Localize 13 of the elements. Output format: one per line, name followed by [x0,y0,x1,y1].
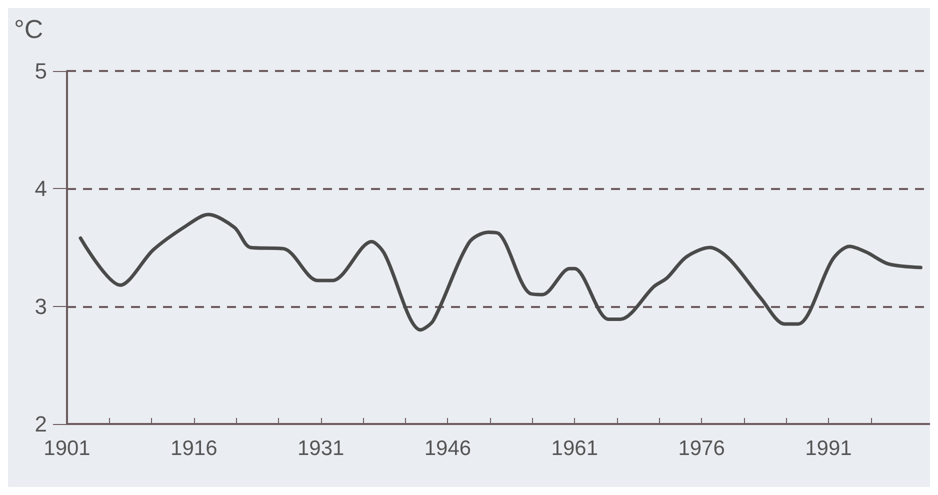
x-tick-label: 1991 [805,437,852,460]
x-tick-label: 1931 [297,437,344,460]
y-tick-label: 4 [34,176,47,202]
x-tick-label: 1976 [678,437,725,460]
x-tick-label: 1946 [424,437,472,460]
x-tick-label: 1901 [44,437,90,460]
y-tick-label: 3 [34,294,47,319]
x-tick-label: 1916 [170,437,218,460]
x-tick-label: 1961 [551,437,598,460]
y-axis-title: °C [14,14,44,44]
line-series [78,212,922,332]
y-tick-label: 5 [34,58,47,84]
y-tick-label: 2 [34,412,47,436]
